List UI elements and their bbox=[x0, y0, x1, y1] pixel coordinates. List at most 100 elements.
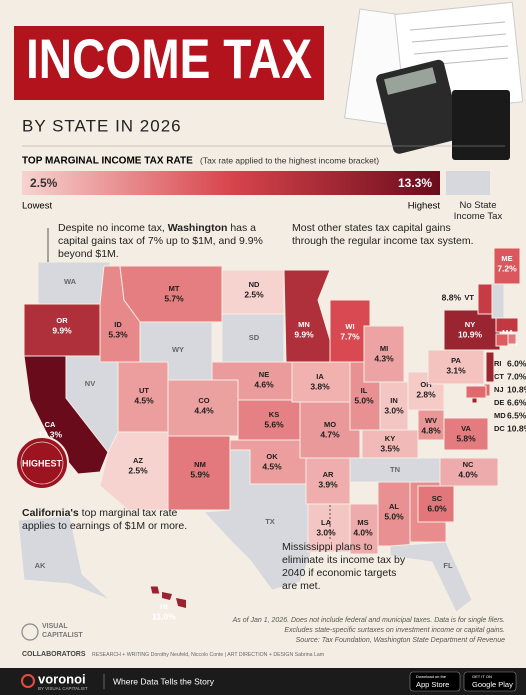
state bbox=[485, 351, 495, 383]
state-rate: 4.3% bbox=[374, 353, 394, 363]
state-rate: 10.8% bbox=[507, 384, 526, 394]
state-rate: 13.3% bbox=[38, 429, 63, 439]
app-store: Download on the bbox=[416, 674, 447, 679]
state-abbr: OK bbox=[266, 452, 278, 461]
state-rate: 4.0% bbox=[353, 527, 373, 537]
state-rate: 5.9% bbox=[190, 469, 210, 479]
state-abbr: AK bbox=[35, 561, 46, 570]
state-rate: 6.0% bbox=[507, 358, 526, 368]
state-rate: 7.7% bbox=[340, 331, 360, 341]
annotation-text: Washington bbox=[167, 222, 228, 234]
state bbox=[477, 283, 493, 315]
state-abbr: MO bbox=[324, 420, 336, 429]
legend-max: 13.3% bbox=[398, 176, 432, 190]
google-play: Google Play bbox=[472, 680, 513, 689]
app-store: App Store bbox=[416, 680, 449, 689]
state-abbr: OH bbox=[420, 380, 431, 389]
state-abbr: OR bbox=[56, 316, 68, 325]
state bbox=[493, 247, 521, 285]
state-abbr: TN bbox=[390, 465, 400, 474]
state-abbr: ID bbox=[114, 320, 122, 329]
annotation-text: Despite no income tax, bbox=[58, 222, 168, 234]
state-rate: 7.2% bbox=[497, 263, 517, 273]
state-rate: 3.8% bbox=[310, 381, 330, 391]
state-abbr: MS bbox=[357, 518, 368, 527]
state-abbr: AR bbox=[323, 470, 334, 479]
state-abbr: FL bbox=[443, 561, 453, 570]
state-rate: 5.3% bbox=[108, 329, 128, 339]
state bbox=[439, 457, 499, 487]
state-rate: 11.0% bbox=[152, 611, 176, 621]
state-abbr: MT bbox=[169, 284, 180, 293]
state-abbr: AZ bbox=[133, 456, 143, 465]
google-play: GET IT ON bbox=[472, 674, 492, 679]
state-abbr: MD bbox=[494, 411, 506, 420]
legend-none-text: No State Income Tax bbox=[453, 200, 503, 222]
state-abbr: ME bbox=[501, 254, 512, 263]
state-abbr: KY bbox=[385, 434, 395, 443]
state-part bbox=[162, 592, 172, 600]
state-abbr: CO bbox=[198, 396, 209, 405]
state-rate: 4.8% bbox=[421, 425, 441, 435]
state-rate: 4.5% bbox=[262, 461, 282, 471]
logo: VISUAL bbox=[42, 623, 68, 630]
legend-none-swatch bbox=[446, 171, 490, 195]
badge-text: HIGHEST bbox=[22, 458, 63, 468]
state-rate: 2.5% bbox=[244, 289, 264, 299]
state-rate: 5.0% bbox=[384, 511, 404, 521]
annotation-text: top marginal tax rate applies to earning… bbox=[22, 507, 188, 532]
state-abbr: NV bbox=[85, 379, 95, 388]
state-abbr: VA bbox=[461, 424, 471, 433]
state-rate: 10.9% bbox=[458, 329, 483, 339]
legend-min: 2.5% bbox=[30, 176, 58, 190]
state-abbr: TX bbox=[265, 517, 275, 526]
illustration bbox=[344, 1, 524, 160]
state bbox=[349, 503, 379, 555]
state-abbr: NY bbox=[465, 320, 475, 329]
annotation: Most other states tax capital gains thro… bbox=[292, 222, 474, 247]
state-abbr: PA bbox=[451, 356, 461, 365]
state-abbr: NJ bbox=[494, 385, 504, 394]
state-rate: 6.0% bbox=[427, 503, 447, 513]
legend-title: TOP MARGINAL INCOME TAX RATE bbox=[22, 156, 193, 167]
state-rate: 3.9% bbox=[318, 479, 338, 489]
state-rate: 5.7% bbox=[164, 293, 184, 303]
state-rate: 9.9% bbox=[294, 329, 314, 339]
state-rate: 5.6% bbox=[264, 419, 284, 429]
state-rate: 3.0% bbox=[384, 405, 404, 415]
state-rate: 10.8% bbox=[507, 423, 526, 433]
annotation: Mississippi plans to eliminate its incom… bbox=[282, 541, 406, 592]
brand: voronoi bbox=[38, 671, 86, 686]
state-rate: 6.6% bbox=[507, 397, 526, 407]
state-abbr: NE bbox=[259, 370, 269, 379]
annotation-text: California's bbox=[22, 507, 79, 519]
logo: CAPITALIST bbox=[42, 632, 83, 639]
state-abbr: LA bbox=[321, 518, 332, 527]
state-abbr: NC bbox=[463, 460, 474, 469]
note: Excludes state-specific surtaxes on inve… bbox=[284, 627, 505, 634]
state-abbr: IL bbox=[361, 386, 368, 395]
state-abbr: VT bbox=[464, 293, 474, 302]
state-abbr: MA bbox=[502, 328, 514, 337]
state-abbr: SD bbox=[249, 333, 260, 342]
legend-note: (Tax rate applied to the highest income … bbox=[200, 155, 379, 165]
legend-lowest: Lowest bbox=[22, 201, 52, 212]
state-rate: 7.0% bbox=[507, 371, 526, 381]
subtitle: BY STATE IN 2026 bbox=[22, 116, 182, 135]
google-play-button[interactable] bbox=[463, 671, 517, 692]
state bbox=[202, 449, 317, 591]
state-abbr: WA bbox=[64, 277, 77, 286]
state bbox=[495, 333, 509, 347]
state-abbr: NM bbox=[194, 460, 206, 469]
state-rate: 2.5% bbox=[128, 465, 148, 475]
state-abbr: AL bbox=[389, 502, 399, 511]
state bbox=[417, 485, 455, 523]
state-abbr: CT bbox=[494, 372, 504, 381]
state-rate: 2.8% bbox=[416, 389, 436, 399]
state bbox=[465, 385, 487, 399]
annotation: California's top marginal tax rate appli… bbox=[22, 507, 194, 533]
state-rate: 4.0% bbox=[458, 469, 478, 479]
app-store-button[interactable] bbox=[409, 671, 461, 692]
